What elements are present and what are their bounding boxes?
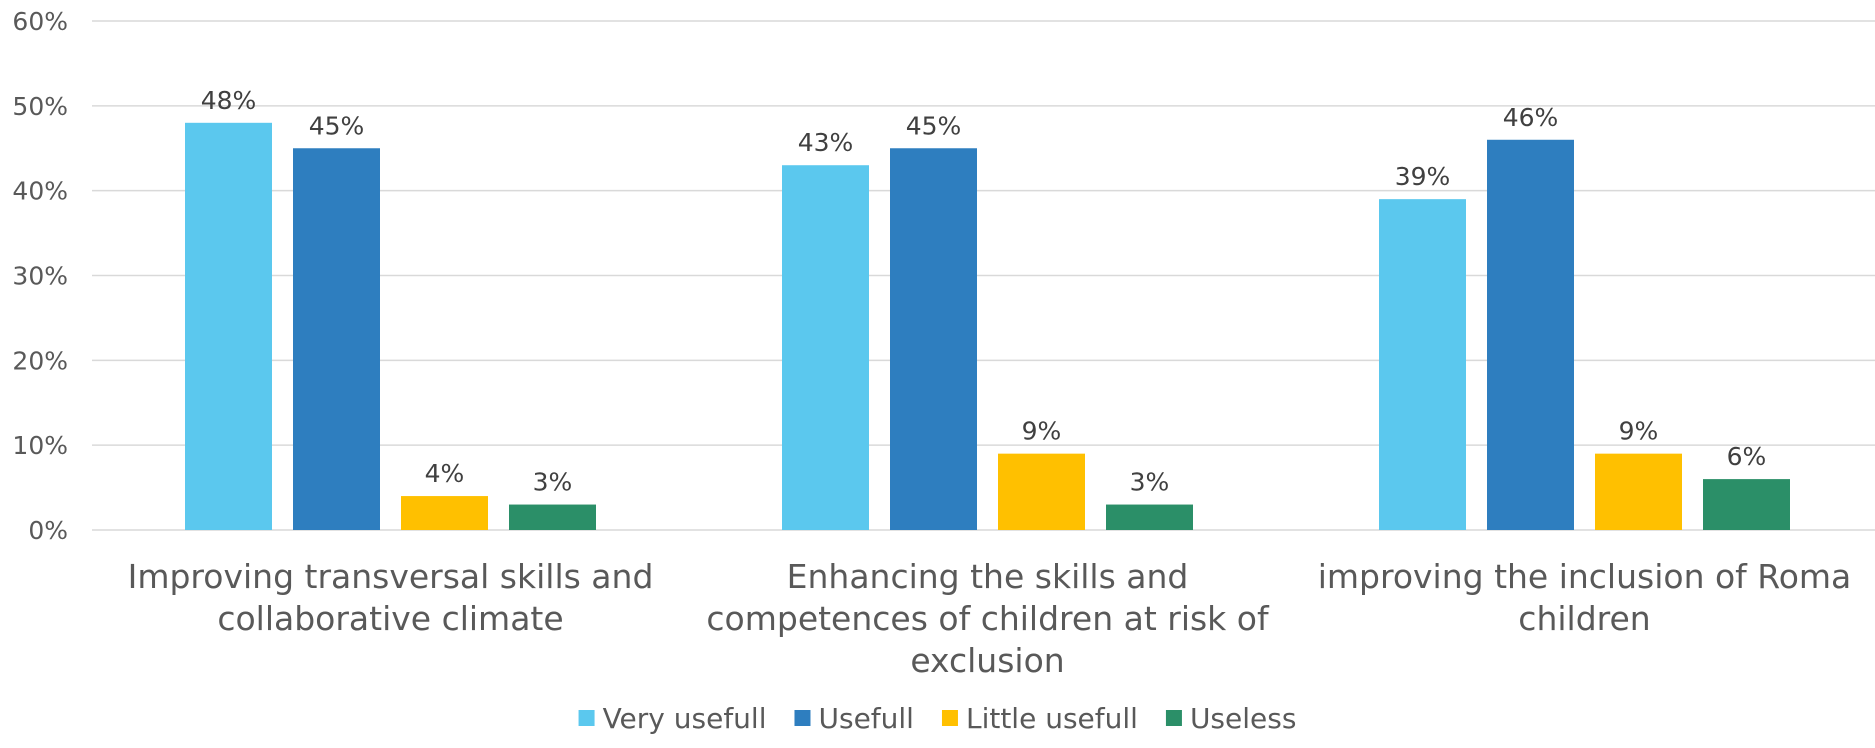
category-label: competences of children at risk of bbox=[706, 599, 1270, 638]
legend-label: Little usefull bbox=[966, 702, 1138, 735]
bar-very-usefull bbox=[1379, 199, 1466, 530]
bar-little-usefull bbox=[998, 453, 1085, 530]
bar-useless bbox=[509, 504, 596, 530]
category-label: Improving transversal skills and bbox=[128, 557, 654, 596]
category-label: improving the inclusion of Roma bbox=[1318, 557, 1852, 596]
bar-little-usefull bbox=[1595, 453, 1682, 530]
y-tick-label: 0% bbox=[28, 516, 68, 545]
bar-usefull bbox=[1487, 139, 1574, 530]
category-label: children bbox=[1518, 599, 1650, 638]
legend-swatch bbox=[794, 710, 811, 726]
data-label: 9% bbox=[1619, 417, 1659, 446]
y-tick-label: 30% bbox=[12, 262, 68, 291]
bar-useless bbox=[1106, 504, 1193, 530]
data-label: 3% bbox=[533, 468, 573, 497]
legend-swatch bbox=[578, 710, 595, 726]
data-label: 48% bbox=[201, 86, 257, 115]
bar-very-usefull bbox=[185, 122, 272, 531]
data-label: 43% bbox=[798, 128, 854, 157]
category-label: exclusion bbox=[910, 641, 1064, 680]
data-label: 6% bbox=[1727, 442, 1767, 471]
bar-very-usefull bbox=[782, 165, 869, 530]
legend-swatch bbox=[1165, 710, 1182, 726]
y-tick-label: 50% bbox=[12, 92, 68, 121]
y-tick-label: 40% bbox=[12, 177, 68, 206]
legend-label: Usefull bbox=[818, 702, 913, 735]
legend-label: Useless bbox=[1190, 702, 1297, 735]
bar-useless bbox=[1703, 479, 1790, 530]
data-label: 3% bbox=[1130, 468, 1170, 497]
data-label: 46% bbox=[1503, 103, 1559, 132]
y-tick-label: 20% bbox=[12, 346, 68, 375]
bar-little-usefull bbox=[401, 496, 488, 530]
legend-label: Very usefull bbox=[603, 702, 767, 735]
category-label: collaborative climate bbox=[217, 599, 563, 638]
data-label: 45% bbox=[309, 111, 365, 140]
data-label: 4% bbox=[425, 459, 465, 488]
legend-swatch bbox=[941, 710, 958, 726]
data-label: 45% bbox=[906, 111, 962, 140]
y-tick-label: 10% bbox=[12, 431, 68, 460]
data-label: 39% bbox=[1395, 162, 1451, 191]
data-label: 9% bbox=[1022, 417, 1062, 446]
bar-usefull bbox=[293, 148, 380, 530]
category-label: Enhancing the skills and bbox=[787, 557, 1189, 596]
y-tick-label: 60% bbox=[12, 7, 68, 36]
bar-usefull bbox=[890, 148, 977, 530]
